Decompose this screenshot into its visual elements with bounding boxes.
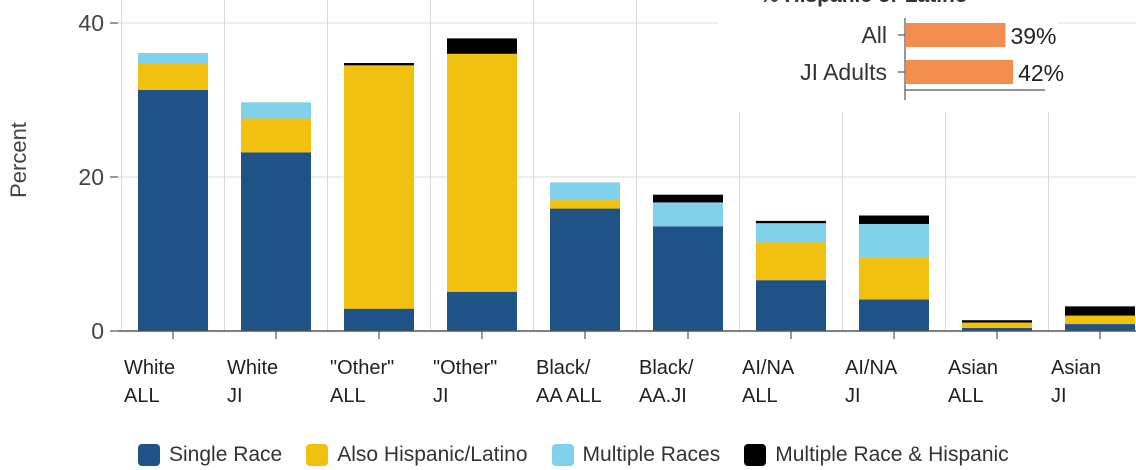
bar-segment: [859, 223, 929, 258]
inset-bar: [906, 60, 1014, 84]
x-tick-label: Black/: [536, 357, 591, 379]
bar-segment: [447, 53, 517, 292]
bar-segment: [653, 226, 723, 331]
legend-label: Multiple Races: [582, 443, 721, 466]
x-tick-label: AA.JI: [639, 385, 687, 407]
bar-segment: [344, 308, 414, 331]
bars-layer: [138, 38, 1135, 332]
legend-item: Also Hispanic/Latino: [306, 443, 528, 467]
bar-segment: [962, 327, 1032, 331]
bar-segment: [1065, 315, 1135, 325]
inset-category-label: JI Adults: [800, 59, 887, 85]
legend-label: Single Race: [169, 443, 283, 466]
bar-segment: [1065, 324, 1135, 331]
bar-segment: [344, 63, 414, 66]
x-tick-label: ALL: [124, 385, 160, 407]
x-tick-label: "Other": [433, 357, 497, 379]
bar-segment: [550, 208, 620, 331]
x-tick-label: White: [124, 357, 175, 379]
bar-segment: [241, 102, 311, 119]
inset-background: [718, 0, 1058, 112]
bar-segment: [962, 320, 1032, 323]
bar-segment: [241, 152, 311, 331]
bar-segment: [859, 215, 929, 224]
x-tick-label: Asian: [1051, 357, 1101, 379]
legend-swatch: [306, 444, 329, 466]
x-tick-label: White: [227, 357, 278, 379]
legend-item: Multiple Races: [551, 443, 721, 467]
x-tick-label: AI/NA: [845, 357, 898, 379]
bar-segment: [550, 182, 620, 201]
legend-label: Multiple Race & Hispanic: [775, 443, 1009, 466]
bar-segment: [550, 200, 620, 209]
inset-value-label: 42%: [1018, 60, 1064, 86]
bar-segment: [344, 65, 414, 309]
inset-title: % Hispanic or Latino: [760, 0, 968, 7]
x-tick-label: JI: [433, 385, 449, 407]
bar-segment: [756, 242, 826, 281]
bar-segment: [859, 257, 929, 300]
axes-layer: 0 20 40 White ALL White JI "Other" ALL "Other" JI B…: [78, 10, 1136, 407]
bar-segment: [756, 220, 826, 224]
legend-label: Also Hispanic/Latino: [337, 443, 528, 466]
legend-item: Single Race: [138, 443, 282, 467]
x-tick-label: ALL: [948, 385, 984, 407]
bar-segment: [653, 202, 723, 227]
legend-swatch: [744, 444, 767, 466]
x-tick-label: AA ALL: [536, 385, 602, 407]
bar-segment: [756, 280, 826, 331]
bar-segment: [962, 322, 1032, 328]
x-tick-label: AI/NA: [742, 357, 795, 379]
x-tick-label: JI: [227, 385, 243, 407]
x-tick-label: Asian: [948, 357, 998, 379]
inset-category-label: All: [861, 22, 887, 48]
bar-segment: [1065, 306, 1135, 316]
x-tick-label: Black/: [639, 357, 694, 379]
bar-segment: [138, 63, 208, 90]
legend-swatch: [551, 444, 574, 466]
x-tick-label: JI: [845, 385, 861, 407]
inset-bar: [906, 23, 1006, 47]
inset-value-label: 39%: [1010, 23, 1056, 49]
bar-segment: [653, 194, 723, 203]
bar-segment: [138, 53, 208, 64]
stacked-bar-chart: 0 20 40 White ALL White JI "Other" ALL "Other" JI B…: [6, 0, 1136, 407]
legend-swatch: [138, 444, 160, 466]
bar-segment: [447, 291, 517, 331]
legend: Single Race Also Hispanic/Latino Multiple …: [138, 440, 1009, 470]
x-tick-label: ALL: [742, 385, 778, 407]
x-tick-label: ALL: [330, 385, 366, 407]
y-tick-label: 20: [78, 164, 104, 190]
y-tick-label: 40: [78, 10, 104, 36]
bar-segment: [138, 89, 208, 332]
legend-item: Multiple Race & Hispanic: [744, 443, 1009, 467]
bar-segment: [447, 38, 517, 54]
y-tick-label: 0: [91, 318, 104, 344]
x-tick-label: JI: [1051, 385, 1067, 407]
hispanic-inset-chart: % Hispanic or Latino All 39% JI Adults 42%: [718, 0, 1064, 112]
bar-segment: [859, 299, 929, 331]
y-axis-label: Percent: [6, 122, 31, 198]
bar-segment: [756, 223, 826, 243]
x-tick-label: "Other": [330, 357, 394, 379]
bar-segment: [241, 118, 311, 153]
